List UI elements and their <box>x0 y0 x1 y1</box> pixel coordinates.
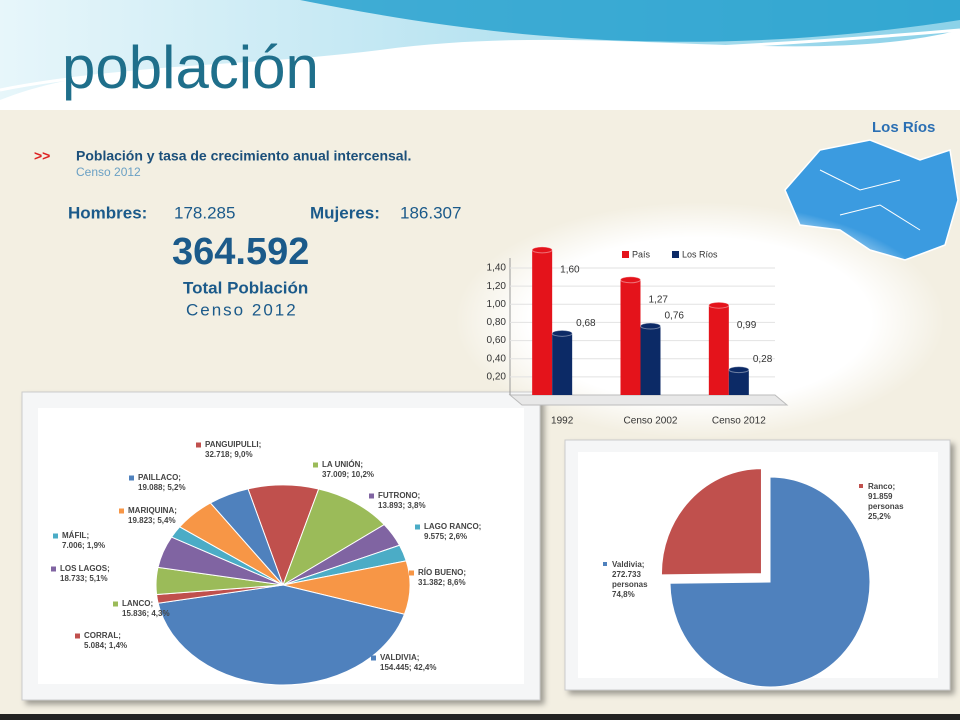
total-census: Censo 2012 <box>186 300 298 319</box>
bar <box>552 333 573 395</box>
y-tick-label: 0,40 <box>487 353 507 364</box>
women-label: Mujeres: <box>310 203 380 222</box>
slice-label: Valdivia; <box>612 560 645 569</box>
data-label: 0,99 <box>737 320 757 331</box>
pie-slice <box>157 584 406 686</box>
bar <box>640 326 661 395</box>
slice-label: LANCO; <box>122 599 153 608</box>
slice-value: 7.006; 1,9% <box>62 541 105 550</box>
slice-label: RÍO BUENO; <box>418 568 466 577</box>
x-tick-label: Censo 2012 <box>712 416 766 427</box>
bar-cap <box>728 366 750 374</box>
y-tick-label: 0,80 <box>487 317 507 328</box>
legend-swatch <box>672 251 679 258</box>
slice-value: 37.009; 10,2% <box>322 470 374 479</box>
slice-label: PAILLACO; <box>138 473 181 482</box>
legend-swatch <box>603 562 607 566</box>
pie-slice <box>660 468 762 576</box>
legend-swatch <box>196 442 201 448</box>
bar-chart-bg <box>455 202 945 438</box>
legend-swatch <box>371 655 376 661</box>
y-tick-label: 1,00 <box>487 299 507 310</box>
bar <box>728 369 749 395</box>
bar-cap <box>708 301 730 309</box>
data-label: 0,76 <box>665 311 685 322</box>
slice-label: MARIQUINA; <box>128 506 177 515</box>
women-value: 186.307 <box>400 203 461 222</box>
legend-swatch <box>369 493 374 499</box>
total-label: Total Población <box>183 278 308 297</box>
slice-label: LAGO RANCO; <box>424 522 481 531</box>
x-tick-label: Censo 2002 <box>624 416 678 427</box>
legend-swatch <box>51 566 56 572</box>
data-label: 1,27 <box>649 294 669 305</box>
slice-value: 18.733; 5,1% <box>60 574 108 583</box>
legend-swatch <box>415 524 420 530</box>
slide-title: población <box>62 34 319 101</box>
map-borders <box>819 169 921 231</box>
slice-label: PANGUIPULLI; <box>205 440 261 449</box>
pie-slice <box>209 488 284 586</box>
slice-label: CORRAL; <box>84 631 121 640</box>
data-label: 0,68 <box>576 318 596 329</box>
region-name: Los Ríos <box>872 119 935 136</box>
data-label: 1,60 <box>560 264 580 275</box>
heading: Población y tasa de crecimiento anual in… <box>76 148 411 164</box>
slice-label: LA UNIÓN; <box>322 460 363 469</box>
pie-slice <box>669 476 871 688</box>
bar <box>620 279 641 395</box>
bar <box>708 305 729 395</box>
men-label: Hombres: <box>68 203 147 222</box>
y-tick-label: 0,20 <box>487 371 507 382</box>
header-line <box>0 28 960 92</box>
data-label: 0,28 <box>753 354 773 365</box>
pie-slice <box>282 488 386 587</box>
axis-floor <box>508 394 789 406</box>
slice-value: 154.445; 42,4% <box>380 663 437 672</box>
legend-swatch <box>119 508 124 514</box>
slice-value: 5.084; 1,4% <box>84 641 127 650</box>
bar-cap <box>620 276 641 284</box>
total-value: 364.592 <box>172 231 309 273</box>
slice-value: 15.836; 4,3% <box>122 609 170 618</box>
slice-label: FUTRONO; <box>378 491 420 500</box>
y-tick-label: 1,40 <box>487 263 507 274</box>
slice-value: 19.088; 5,2% <box>138 483 186 492</box>
slice-value: 91.859 personas 25,2% <box>868 492 904 521</box>
legend-label: País <box>632 249 651 259</box>
heading-icon: >> <box>34 148 50 164</box>
bar-cap <box>551 329 573 337</box>
slice-value: 272.733 personas 74,8% <box>612 570 648 599</box>
slice-value: 13.893; 3,8% <box>378 501 426 510</box>
y-tick-label: 0,60 <box>487 335 507 346</box>
legend-swatch <box>53 533 58 539</box>
legend-label: Los Ríos <box>682 249 718 259</box>
legend-swatch <box>313 462 318 468</box>
men-value: 178.285 <box>174 203 235 222</box>
bar-cap <box>640 322 661 330</box>
bottom-edge <box>0 714 960 720</box>
slice-value: 31.382; 8,6% <box>418 578 466 587</box>
slice-label: Ranco; <box>868 482 896 491</box>
slice-value: 32.718; 9,0% <box>205 450 253 459</box>
legend-swatch <box>113 601 118 607</box>
slice-label: LOS LAGOS; <box>60 564 110 573</box>
legend-swatch <box>75 633 80 639</box>
bar <box>532 249 553 395</box>
slice-value: 19.823; 5,4% <box>128 516 176 525</box>
slice-label: VALDIVIA; <box>380 653 419 662</box>
x-tick-label: 1992 <box>551 416 574 427</box>
slice-label: MÁFIL; <box>62 531 89 540</box>
y-tick-label: 1,20 <box>487 281 507 292</box>
legend-swatch <box>129 475 134 481</box>
legend-swatch <box>622 251 629 258</box>
bar-cap <box>531 246 553 254</box>
header-wave <box>300 0 960 42</box>
slice-value: 9.575; 2,6% <box>424 532 467 541</box>
legend-swatch <box>859 484 863 488</box>
legend-swatch <box>409 570 414 576</box>
subheading: Censo 2012 <box>76 165 141 179</box>
